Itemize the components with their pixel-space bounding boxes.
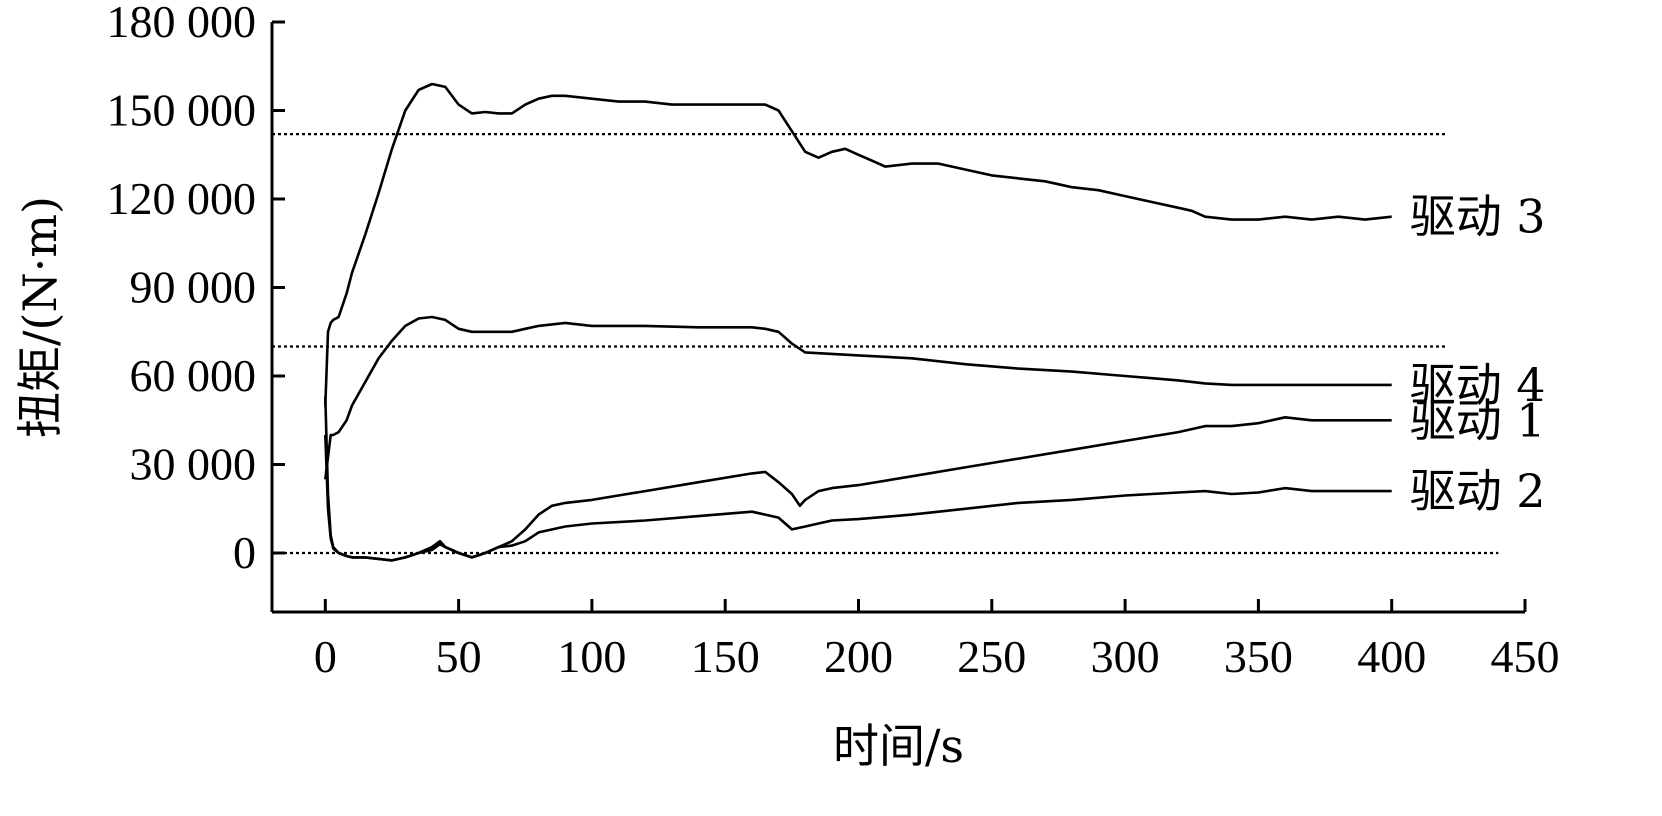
series-label: 驱动 2 <box>1410 464 1546 518</box>
series-label: 驱动 3 <box>1410 190 1546 244</box>
axes <box>270 22 1525 614</box>
x-tick-label: 250 <box>957 631 1026 682</box>
x-tick-label: 0 <box>314 631 337 682</box>
x-tick-label: 50 <box>436 631 482 682</box>
y-tick-label: 60 000 <box>130 350 257 401</box>
series-label: 驱动 4 <box>1410 358 1546 412</box>
x-axis-title: 时间/s <box>833 719 964 773</box>
reference-lines <box>272 133 1499 555</box>
series-line-2 <box>324 315 1392 480</box>
y-tick-label: 180 000 <box>107 0 257 47</box>
x-tick-label: 300 <box>1091 631 1160 682</box>
series-lines <box>324 82 1392 562</box>
x-tick-label: 350 <box>1224 631 1293 682</box>
series-line-1 <box>324 82 1392 406</box>
x-tick-label: 450 <box>1491 631 1560 682</box>
ticks: 0 50 100 150 200 250 300 350 400 450 0 30 000 60 000… <box>107 0 1560 682</box>
series-line-4 <box>324 434 1392 562</box>
y-tick-label: 150 000 <box>107 85 257 136</box>
series-labels: 驱动 3 驱动 4驱动 1 驱动 2 <box>1410 190 1546 518</box>
y-tick-label: 30 000 <box>130 439 257 490</box>
x-tick-label: 150 <box>691 631 760 682</box>
y-tick-label: 0 <box>233 527 256 578</box>
series-label: 驱动 1 <box>1410 393 1546 447</box>
x-tick-label: 200 <box>824 631 893 682</box>
y-tick-label: 120 000 <box>107 173 257 224</box>
y-axis-title: 扭矩/(N·m) <box>13 196 67 438</box>
x-tick-label: 100 <box>557 631 626 682</box>
x-tick-label: 400 <box>1357 631 1426 682</box>
series-line-3 <box>324 396 1392 562</box>
y-tick-label: 90 000 <box>130 262 257 313</box>
